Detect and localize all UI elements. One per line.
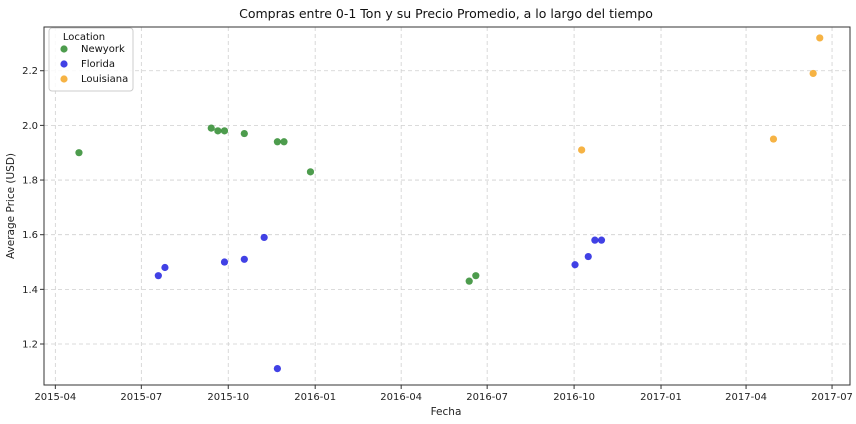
y-tick-label: 2.0	[22, 121, 38, 132]
data-point-louisiana	[809, 69, 817, 78]
data-point-florida	[584, 252, 592, 261]
x-tick-label: 2016-04	[380, 392, 422, 403]
data-point-newyork	[306, 168, 315, 176]
data-point-florida	[161, 263, 169, 272]
x-axis-label: Fecha	[431, 406, 462, 418]
x-tick-label: 2016-01	[294, 392, 336, 403]
grid-layer	[44, 27, 850, 385]
data-point-newyork	[75, 149, 83, 157]
data-point-newyork	[472, 272, 480, 280]
x-tick-label: 2017-01	[640, 392, 682, 403]
x-tick-label: 2015-07	[120, 392, 162, 403]
legend-label-newyork: Newyork	[81, 44, 125, 55]
data-point-newyork	[465, 277, 473, 285]
points-layer	[75, 34, 824, 373]
data-point-newyork	[214, 127, 222, 135]
plot-frame	[43, 26, 851, 386]
y-tick-label: 1.4	[22, 285, 38, 296]
ticks-layer: 2015-04 2015-07 2015-10 2016-01 2016-04 2016-…	[22, 66, 853, 403]
y-tick-label: 1.2	[22, 340, 38, 351]
chart-title: Compras entre 0-1 Ton y su Precio Promed…	[239, 6, 653, 21]
legend-marker-louisiana	[60, 75, 68, 83]
legend-label-florida: Florida	[81, 59, 115, 70]
x-tick-label: 2016-10	[553, 392, 595, 403]
y-tick-label: 1.8	[22, 176, 38, 187]
legend-marker-florida	[60, 60, 68, 68]
legend-box	[48, 27, 134, 92]
data-point-florida	[240, 255, 248, 263]
data-point-newyork	[240, 129, 248, 138]
data-point-florida	[220, 258, 229, 266]
data-point-newyork	[220, 127, 229, 135]
legend-title: Location	[63, 32, 105, 43]
legend-label-louisiana: Louisiana	[81, 74, 128, 85]
y-tick-label: 1.6	[22, 230, 38, 241]
data-point-florida	[597, 236, 606, 244]
legend: Location Newyork Florida Louisiana	[48, 27, 134, 92]
data-point-florida	[154, 272, 162, 280]
data-point-newyork	[273, 138, 281, 146]
y-axis-label: Average Price (USD)	[5, 153, 17, 259]
data-point-newyork	[207, 124, 215, 132]
data-point-florida	[273, 365, 281, 373]
y-tick-label: 2.2	[22, 66, 38, 77]
data-point-newyork	[280, 138, 288, 146]
data-point-louisiana	[769, 135, 778, 143]
x-tick-label: 2015-04	[34, 392, 76, 403]
data-point-florida	[260, 233, 268, 242]
x-tick-label: 2015-10	[207, 392, 249, 403]
x-tick-label: 2016-07	[466, 392, 508, 403]
legend-marker-newyork	[60, 45, 68, 53]
data-point-florida	[571, 261, 579, 269]
data-point-louisiana	[816, 34, 824, 42]
data-point-louisiana	[578, 146, 586, 154]
x-tick-label: 2017-04	[725, 392, 767, 403]
data-point-florida	[591, 236, 599, 244]
x-tick-label: 2017-07	[811, 392, 853, 403]
